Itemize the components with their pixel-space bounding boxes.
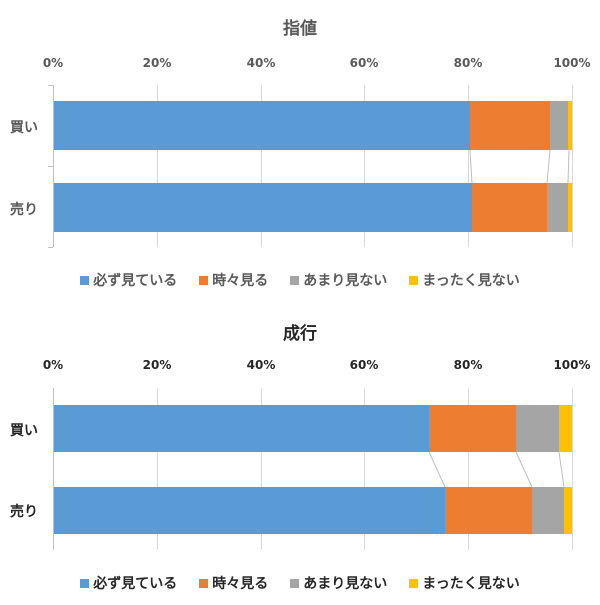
segment-rarely (532, 487, 565, 534)
x-tick: 60% (349, 358, 379, 372)
chart-title: 成行 (283, 324, 317, 344)
segment-never (567, 183, 572, 232)
y-axis-tick (48, 247, 53, 248)
segment-sometimes (429, 405, 517, 452)
chart-limit-order: 指値 0% 20% 40% 60% 80% 100% 買い 売り 必ず見ている … (0, 0, 600, 300)
legend-item: まったく見ない (409, 573, 520, 593)
y-axis-line (53, 388, 54, 550)
segment-never (559, 405, 572, 452)
category-label-buy: 買い (10, 120, 38, 136)
segment-sometimes (445, 487, 533, 534)
x-tick: 0% (42, 56, 64, 70)
x-tick: 100% (553, 56, 591, 70)
y-axis-tick (48, 166, 53, 167)
x-tick: 80% (453, 358, 483, 372)
legend-item: あまり見ない (290, 270, 387, 290)
segment-sometimes (472, 183, 547, 232)
gridline (364, 388, 365, 550)
category-label-buy: 買い (10, 423, 38, 439)
legend-item: あまり見ない (290, 573, 387, 593)
legend-swatch-yellow (409, 275, 419, 285)
legend-swatch-orange (199, 578, 209, 588)
x-tick: 0% (42, 358, 64, 372)
x-tick: 20% (142, 358, 172, 372)
segment-never (564, 487, 572, 534)
legend-swatch-gray (290, 275, 300, 285)
bar-buy (54, 405, 572, 452)
legend: 必ず見ている 時々見る あまり見ない まったく見ない (0, 270, 600, 290)
gridline (572, 388, 573, 550)
gridline (364, 85, 365, 247)
bar-sell (54, 183, 572, 232)
segment-always (54, 101, 470, 150)
gridline (572, 85, 573, 247)
segment-rarely (546, 183, 568, 232)
category-label-sell: 売り (10, 202, 38, 218)
gridline (157, 85, 158, 247)
bar-sell (54, 487, 572, 534)
legend-swatch-blue (80, 275, 90, 285)
x-tick: 80% (453, 56, 483, 70)
segment-never (568, 101, 572, 150)
segment-always (54, 405, 430, 452)
legend-item: まったく見ない (409, 270, 520, 290)
bar-buy (54, 101, 572, 150)
legend-item: 必ず見ている (80, 573, 177, 593)
legend-swatch-orange (199, 275, 209, 285)
legend-swatch-blue (80, 578, 90, 588)
gridline (261, 388, 262, 550)
x-tick: 20% (142, 56, 172, 70)
y-axis-tick (48, 85, 53, 86)
segment-rarely (516, 405, 560, 452)
gridline (157, 388, 158, 550)
segment-sometimes (469, 101, 550, 150)
y-axis-line (53, 85, 54, 247)
gridline (261, 85, 262, 247)
category-label-sell: 売り (10, 504, 38, 520)
gridline (468, 388, 469, 550)
legend-item: 時々見る (199, 270, 268, 290)
segment-always (54, 183, 473, 232)
x-tick: 40% (246, 358, 276, 372)
chart-title: 指値 (283, 19, 317, 39)
legend: 必ず見ている 時々見る あまり見ない まったく見ない (0, 573, 600, 593)
x-tick: 60% (349, 56, 379, 70)
x-tick: 40% (246, 56, 276, 70)
legend-item: 時々見る (199, 573, 268, 593)
x-tick: 100% (553, 358, 591, 372)
gridline (468, 85, 469, 247)
segment-always (54, 487, 446, 534)
series-lines (469, 149, 570, 184)
legend-item: 必ず見ている (80, 270, 177, 290)
legend-swatch-yellow (409, 578, 419, 588)
legend-swatch-gray (290, 578, 300, 588)
segment-rarely (549, 101, 569, 150)
